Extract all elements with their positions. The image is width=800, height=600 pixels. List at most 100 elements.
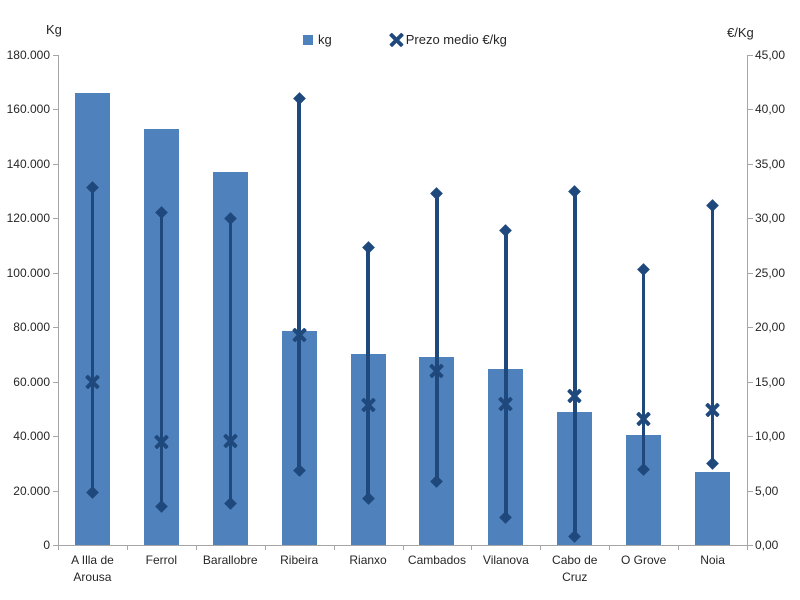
- price-max-marker: [499, 223, 513, 237]
- left-axis-title: Kg: [46, 22, 62, 37]
- y-axis-right-tick: [748, 218, 753, 220]
- price-max-marker: [361, 241, 375, 255]
- price-range-line: [366, 247, 370, 499]
- category-label: O Grove: [620, 553, 667, 567]
- price-max-marker: [706, 198, 719, 212]
- category-label: Cambados: [407, 553, 466, 567]
- y-axis-right-line: [747, 55, 748, 546]
- y-axis-left-tick-label: 140.000: [6, 156, 50, 171]
- price-max-marker: [568, 184, 582, 198]
- price-range-line: [641, 269, 646, 470]
- y-axis-left-tick: [53, 55, 58, 56]
- y-axis-left-tick-label: 20.000: [13, 483, 50, 498]
- y-axis-left-tick-label: 100.000: [6, 265, 50, 280]
- y-axis-right-tick-label: 45,00: [755, 48, 786, 62]
- avg-price-marker: [222, 432, 239, 449]
- y-axis-left-tick-label: 60.000: [13, 374, 50, 389]
- price-max-marker: [637, 263, 651, 276]
- y-axis-right-tick: [748, 545, 753, 546]
- price-range-line: [504, 230, 508, 518]
- category-label: Noia: [700, 553, 725, 567]
- y-axis-right-tick-label: 40,00: [755, 102, 786, 117]
- y-axis-left-tick: [53, 436, 58, 438]
- y-axis-left-tick: [53, 545, 58, 546]
- x-axis-tick: [609, 545, 611, 550]
- x-axis-tick: [540, 545, 542, 550]
- price-range-line: [228, 218, 232, 504]
- price-min-marker: [706, 456, 719, 470]
- x-axis-tick: [126, 545, 128, 550]
- y-axis-right-tick-label: 0,00: [755, 538, 779, 552]
- category-label: Rianxo: [349, 553, 387, 567]
- right-axis-title: €/Kg: [727, 25, 754, 40]
- x-axis-tick: [58, 545, 59, 550]
- price-range-line: [297, 98, 301, 471]
- avg-price-marker: [704, 401, 721, 418]
- y-axis-left-tick: [53, 109, 58, 111]
- legend-kg-label: kg: [318, 32, 332, 47]
- y-axis-right-tick: [748, 163, 753, 165]
- kg-series-swatch-icon: [303, 34, 313, 45]
- category-label: A Illa de Arousa: [71, 553, 114, 585]
- avg-price-marker: [291, 326, 308, 343]
- x-axis-tick: [678, 545, 680, 550]
- y-axis-left-tick: [53, 163, 58, 165]
- y-axis-left-tick: [53, 381, 58, 383]
- avg-price-marker: [566, 387, 583, 404]
- y-axis-left-tick-label: 80.000: [13, 320, 50, 335]
- price-range-line: [573, 191, 577, 537]
- y-axis-right-tick: [748, 272, 753, 274]
- category-label: Cabo de Cruz: [552, 553, 598, 585]
- x-axis-tick: [333, 545, 335, 550]
- price-range-line: [710, 205, 715, 464]
- category-label: Barallobre: [202, 553, 258, 567]
- category-label: Vilanova: [482, 553, 529, 567]
- y-axis-right-tick-label: 5,00: [755, 483, 779, 498]
- y-axis-left-tick-label: 180.000: [6, 48, 50, 62]
- avg-price-marker: [153, 433, 170, 450]
- avg-price-marker: [428, 362, 445, 379]
- category-label: Ferrol: [145, 553, 177, 567]
- x-axis-tick: [264, 545, 266, 550]
- y-axis-right-tick-label: 30,00: [755, 211, 786, 226]
- avg-price-marker: [635, 410, 652, 427]
- y-axis-left-tick-label: 0: [43, 538, 50, 552]
- y-axis-right-tick-label: 10,00: [755, 429, 786, 444]
- price-range-line: [90, 187, 95, 493]
- price-max-marker: [292, 92, 306, 105]
- price-range-line: [159, 212, 164, 507]
- x-axis-tick: [195, 545, 197, 550]
- bar: [695, 471, 731, 545]
- y-axis-right-tick: [748, 381, 753, 383]
- y-axis-left-tick-label: 160.000: [6, 102, 50, 117]
- price-max-marker: [430, 186, 444, 200]
- x-axis-tick: [471, 545, 473, 550]
- y-axis-right-tick: [748, 109, 753, 111]
- y-axis-right-tick-label: 35,00: [755, 156, 786, 171]
- y-axis-left-line: [58, 55, 59, 546]
- x-axis-tick: [402, 545, 404, 550]
- y-axis-left-tick: [53, 490, 58, 492]
- y-axis-right-tick: [748, 55, 753, 56]
- y-axis-left-tick: [53, 327, 58, 329]
- avg-price-marker: [497, 395, 514, 412]
- avg-price-marker: [84, 373, 101, 390]
- category-label: Ribeira: [280, 553, 319, 567]
- price-range-line: [435, 193, 439, 482]
- y-axis-left-tick-label: 120.000: [6, 211, 50, 226]
- chart-legend: kg Prezo medio €/kg: [303, 32, 507, 47]
- legend-prezo-label: Prezo medio €/kg: [405, 32, 507, 47]
- y-axis-right-tick-label: 15,00: [755, 374, 786, 389]
- y-axis-right-tick: [748, 436, 753, 438]
- y-axis-right-tick: [748, 327, 753, 329]
- y-axis-right-tick: [748, 490, 753, 492]
- avg-price-marker: [360, 396, 377, 413]
- y-axis-right-tick-label: 20,00: [755, 320, 786, 335]
- x-axis-tick: [747, 545, 748, 550]
- y-axis-left-tick: [53, 272, 58, 274]
- y-axis-left-tick-label: 40.000: [13, 429, 50, 444]
- y-axis-right-tick-label: 25,00: [755, 265, 786, 280]
- y-axis-left-tick: [53, 218, 58, 220]
